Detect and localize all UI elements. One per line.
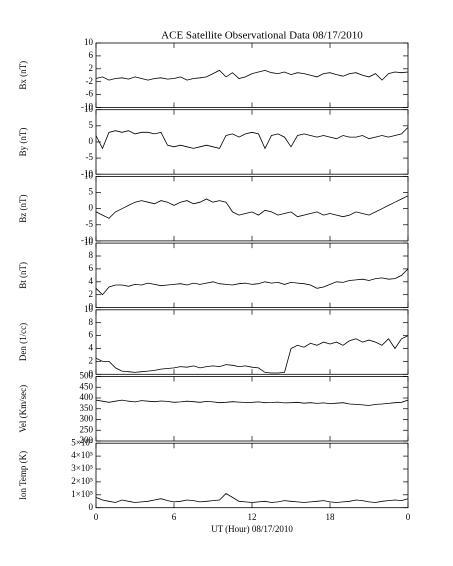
y-tick-label: 400 [80, 392, 94, 402]
y-tick-label: 10 [84, 170, 94, 180]
y-tick-label: 5 [89, 187, 94, 197]
y-tick-label: 300 [80, 414, 94, 424]
chart-title: ACE Satellite Observational Data 08/17/2… [161, 30, 363, 42]
x-tick-label: 12 [248, 512, 257, 522]
data-line [95, 399, 409, 406]
y-tick-label: 0 [89, 203, 94, 213]
y-tick-label: 250 [80, 424, 94, 434]
panel-frame [95, 175, 409, 242]
y-tick-label: 6 [89, 330, 94, 340]
y-tick-label: 5 [89, 120, 94, 130]
y-tick-label: -5 [86, 219, 94, 229]
panel-frame [95, 376, 409, 442]
panel-frame [95, 309, 409, 375]
data-line [95, 268, 409, 296]
y-tick-label: 10 [84, 104, 94, 114]
panel-frame [95, 109, 409, 175]
y-tick-label: 350 [80, 403, 94, 413]
panel-frame [95, 42, 409, 108]
y-tick-label: 10 [84, 237, 94, 247]
y-tick-label: 450 [80, 381, 94, 391]
data-line [95, 127, 409, 150]
y-axis-label: Bz (nT) [18, 195, 28, 223]
y-tick-label: 200 [80, 435, 94, 445]
y-tick-label: 10 [84, 37, 94, 47]
y-tick-label: -10 [81, 168, 93, 178]
y-tick-label: 0 [89, 368, 94, 378]
y-tick-label: -10 [81, 235, 93, 245]
data-line [95, 335, 409, 374]
y-axis-label: Vel (Km/sec) [18, 385, 28, 433]
y-tick-label: 10 [84, 304, 94, 314]
y-tick-label: 1×10⁵ [71, 489, 93, 499]
x-tick-label: 0 [94, 512, 99, 522]
panel-frame [95, 242, 409, 309]
y-tick-label: 3×10⁵ [71, 463, 93, 473]
y-tick-label: 8 [89, 250, 94, 260]
x-tick-label: 0 [406, 512, 411, 522]
y-tick-label: 5×10⁵ [71, 437, 93, 447]
y-tick-label: -2 [86, 76, 94, 86]
y-tick-label: 4×10⁵ [71, 450, 93, 460]
y-tick-label: -10 [81, 102, 93, 112]
y-tick-label: 6 [89, 263, 94, 273]
y-tick-label: -6 [86, 89, 94, 99]
y-tick-label: 2 [89, 289, 94, 299]
data-line [95, 195, 409, 219]
x-axis-label: UT (Hour) 08/17/2010 [211, 524, 293, 534]
y-axis-label: By (nT) [18, 128, 28, 157]
y-tick-label: -5 [86, 152, 94, 162]
y-axis-label: Bx (nT) [18, 61, 28, 90]
x-tick-label: 18 [326, 512, 336, 522]
y-axis-label: Den (1/cc) [18, 323, 28, 361]
data-line [95, 492, 409, 503]
y-tick-label: 4 [89, 343, 94, 353]
y-tick-label: 2 [89, 63, 94, 73]
y-tick-label: 6 [89, 50, 94, 60]
data-line [95, 69, 409, 81]
y-tick-label: 8 [89, 317, 94, 327]
y-axis-label: Ion Temp (K) [18, 451, 28, 500]
y-tick-label: 2 [89, 355, 94, 365]
y-tick-label: 0 [89, 136, 94, 146]
y-axis-label: Bt (nT) [18, 262, 28, 289]
y-tick-label: 0 [89, 302, 94, 312]
y-tick-label: 2×10⁵ [71, 476, 93, 486]
x-tick-label: 6 [172, 512, 177, 522]
panel-frame [95, 442, 409, 509]
y-tick-label: 0 [89, 502, 94, 512]
y-tick-label: 500 [80, 371, 94, 381]
y-tick-label: 4 [89, 276, 94, 286]
